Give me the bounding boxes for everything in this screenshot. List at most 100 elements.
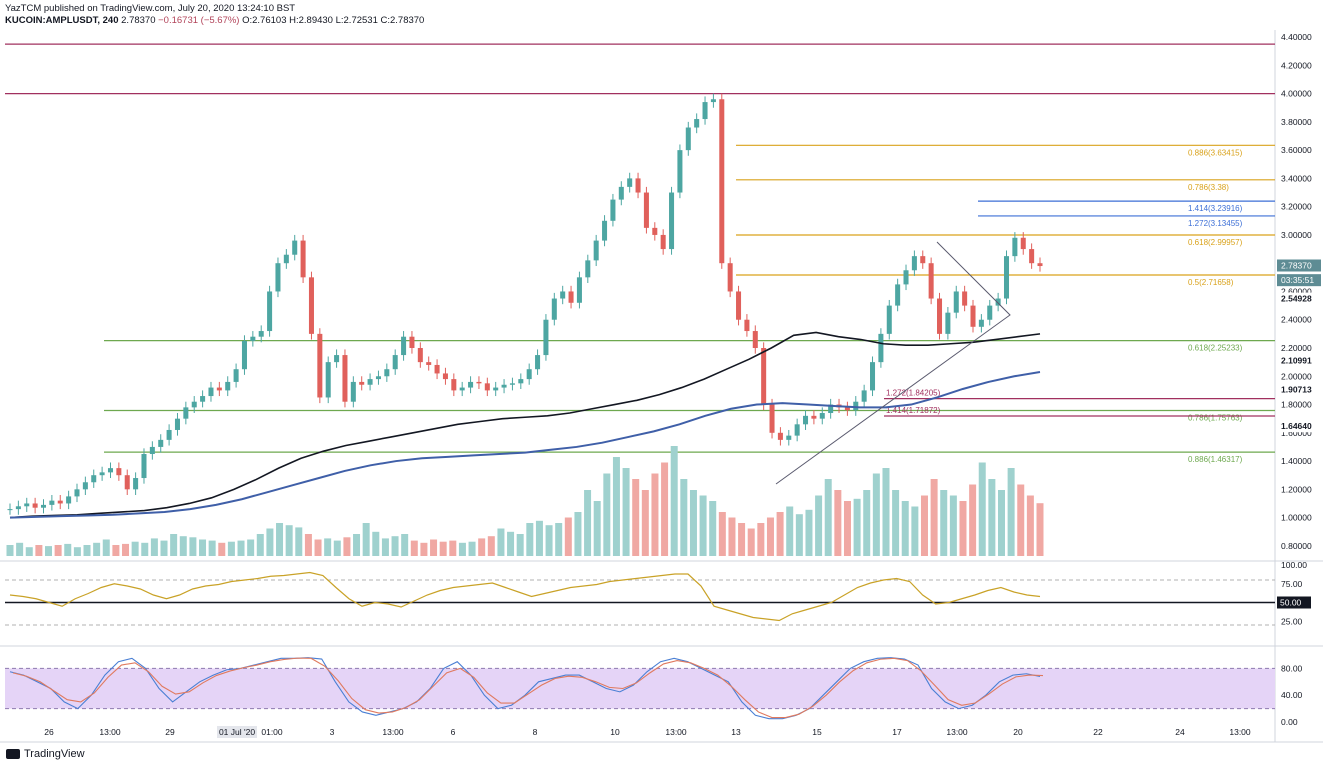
candle-body xyxy=(752,331,758,348)
candle-body xyxy=(241,340,247,370)
volume-bar xyxy=(227,541,235,556)
price-label: 1.64640 xyxy=(1281,421,1312,431)
ema-200-line xyxy=(9,371,1041,519)
candle-body xyxy=(803,415,809,425)
candle-body xyxy=(484,383,490,391)
volume-bar xyxy=(478,538,486,556)
volume-bar xyxy=(555,523,563,556)
candle-body xyxy=(392,355,398,370)
candle-body xyxy=(99,472,105,476)
volume-bar xyxy=(150,538,158,556)
volume-bar xyxy=(535,520,543,556)
x-tick-label: 29 xyxy=(165,727,175,737)
price-label-bg xyxy=(1277,259,1321,272)
candle-body xyxy=(694,119,700,128)
candle-body xyxy=(844,407,850,411)
candle-body xyxy=(133,478,139,490)
candle-body xyxy=(987,305,993,320)
candle-body xyxy=(602,220,608,241)
candle-body xyxy=(308,277,314,334)
y-tick-label: 4.20000 xyxy=(1281,60,1312,70)
price-label-bg xyxy=(1277,420,1321,433)
volume-bar xyxy=(179,536,187,556)
candle-body xyxy=(1029,249,1035,264)
y-tick-label: 0.80000 xyxy=(1281,541,1312,551)
volume-bar xyxy=(564,517,572,556)
candle-body xyxy=(727,263,733,292)
y-tick-label: 3.80000 xyxy=(1281,117,1312,127)
volume-bar xyxy=(689,490,697,556)
volume-bar xyxy=(1036,503,1044,556)
y-tick-label: 1.80000 xyxy=(1281,400,1312,410)
volume-bar xyxy=(843,501,851,556)
candle-body xyxy=(15,506,21,510)
candle-body xyxy=(451,379,457,391)
candle-body xyxy=(560,291,566,299)
candle-body xyxy=(166,429,172,440)
volume-bar xyxy=(208,540,216,556)
volume-bar xyxy=(410,540,418,556)
x-tick-label: 3 xyxy=(330,727,335,737)
volume-bar xyxy=(189,537,197,556)
x-tick-label: 01 Jul '20 xyxy=(219,727,255,737)
volume-bar xyxy=(516,534,524,556)
volume-bar xyxy=(314,539,322,556)
x-tick-label: 26 xyxy=(44,727,54,737)
volume-bar xyxy=(54,545,62,556)
volume-bar xyxy=(304,534,312,556)
y-tick-label: 1.20000 xyxy=(1281,484,1312,494)
candle-body xyxy=(945,312,951,334)
candle-body xyxy=(442,373,448,380)
volume-bar xyxy=(25,547,33,556)
stoch-tick-label: 80.00 xyxy=(1281,663,1303,673)
volume-bar xyxy=(853,498,861,556)
volume-bar xyxy=(439,541,447,556)
candle-body xyxy=(183,407,189,419)
last-price: 2.78370 xyxy=(121,15,156,26)
candle-body xyxy=(149,446,155,454)
x-tick-label: 22 xyxy=(1093,727,1103,737)
volume-bar xyxy=(940,490,948,556)
candle-body xyxy=(384,369,390,377)
candle-body xyxy=(501,384,507,388)
fib-level-label: 1.414(1.71872) xyxy=(886,406,941,415)
candle-body xyxy=(350,381,356,402)
x-date-highlight xyxy=(217,726,257,738)
volume-bar xyxy=(102,539,110,556)
volume-bar xyxy=(920,495,928,556)
ohlc-values: O:2.76103 H:2.89430 L:2.72531 C:2.78370 xyxy=(242,15,425,26)
volume-bar xyxy=(420,542,428,556)
fib-level-label: 0.5(2.71658) xyxy=(1188,278,1234,287)
volume-bar xyxy=(458,542,466,556)
volume-bar xyxy=(497,528,505,556)
candle-body xyxy=(200,396,206,402)
candle-body xyxy=(576,277,582,303)
candle-body xyxy=(811,415,817,419)
candle-body xyxy=(292,240,298,255)
candle-body xyxy=(786,435,792,440)
volume-bar xyxy=(574,512,582,556)
volume-bar xyxy=(718,512,726,556)
volume-bar xyxy=(824,479,832,556)
volume-bar xyxy=(170,534,178,556)
volume-bar xyxy=(324,538,332,556)
volume-bar xyxy=(969,484,977,556)
candle-body xyxy=(736,291,742,320)
candle-body xyxy=(191,401,197,408)
candle-body xyxy=(359,381,365,385)
volume-bar xyxy=(949,495,957,556)
y-tick-label: 3.20000 xyxy=(1281,202,1312,212)
candle-body xyxy=(258,331,264,337)
volume-bar xyxy=(901,501,909,556)
candle-body xyxy=(928,263,934,299)
x-tick-label: 15 xyxy=(812,727,822,737)
x-tick-label: 10 xyxy=(610,727,620,737)
x-tick-label: 13 xyxy=(731,727,741,737)
price-label: 2.78370 xyxy=(1281,261,1312,271)
x-tick-label: 20 xyxy=(1013,727,1023,737)
rsi-tick-label: 75.00 xyxy=(1281,579,1303,589)
candle-body xyxy=(375,376,381,380)
candle-body xyxy=(769,404,775,433)
candle-body xyxy=(434,364,440,374)
